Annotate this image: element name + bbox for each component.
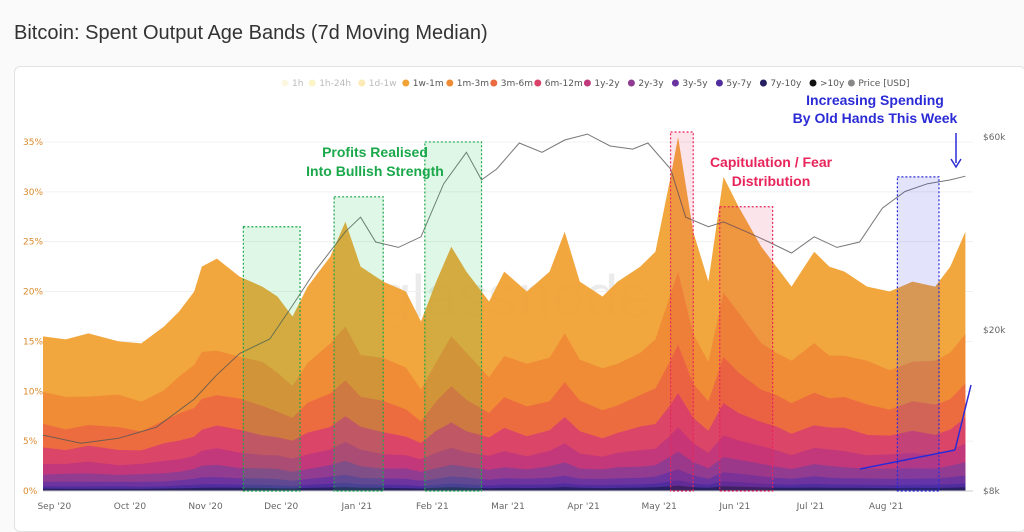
chart-card: glassnode0%5%10%15%20%25%30%35%$8k$20k$6…: [14, 66, 1024, 532]
highlight-box-green: [333, 196, 384, 492]
x-tick-label: Oct '20: [114, 502, 147, 512]
legend-swatch[interactable]: [490, 79, 498, 87]
legend-swatch[interactable]: [627, 79, 635, 87]
highlight-box-red: [719, 206, 774, 492]
x-tick-label: Feb '21: [416, 502, 449, 512]
annotation-red: Capitulation / Fear: [710, 154, 833, 170]
highlight-box-blue: [896, 176, 940, 492]
x-tick-label: May '21: [642, 502, 677, 512]
legend-swatch[interactable]: [715, 79, 723, 87]
legend-item[interactable]: 1h-24h: [319, 79, 351, 89]
legend-swatch[interactable]: [759, 79, 767, 87]
page-title: Bitcoin: Spent Output Age Bands (7d Movi…: [14, 22, 488, 44]
y-tick-label: 15%: [23, 337, 43, 347]
legend-swatch[interactable]: [534, 79, 542, 87]
highlight-box-green: [242, 226, 301, 492]
legend-swatch[interactable]: [446, 79, 454, 87]
arrow-blue-rise: [859, 449, 956, 470]
y-tick-label: 10%: [23, 387, 43, 397]
y-tick-label: 0%: [23, 487, 38, 497]
y-tick-label: 25%: [23, 238, 43, 248]
legend-item[interactable]: 1h: [292, 79, 303, 89]
y2-tick-label: $20k: [983, 326, 1006, 336]
legend-item[interactable]: 3y-5y: [682, 79, 708, 89]
chart-svg: glassnode0%5%10%15%20%25%30%35%$8k$20k$6…: [23, 79, 1006, 512]
legend-item[interactable]: 1d-1w: [369, 79, 397, 89]
x-tick-label: Aug '21: [869, 502, 903, 512]
y-tick-label: 5%: [23, 437, 38, 447]
legend-item[interactable]: 1m-3m: [457, 79, 489, 89]
x-tick-label: Apr '21: [567, 502, 599, 512]
annotation-red: Distribution: [732, 173, 811, 189]
legend-swatch[interactable]: [671, 79, 679, 87]
legend-swatch[interactable]: [281, 79, 289, 87]
y-tick-label: 20%: [23, 288, 43, 298]
legend-item[interactable]: 1w-1m: [413, 79, 444, 89]
x-tick-label: Mar '21: [491, 502, 525, 512]
legend-item[interactable]: Price [USD]: [858, 79, 909, 89]
area-7y-10y: [43, 485, 966, 491]
annotation-blue: By Old Hands This Week: [793, 110, 958, 126]
x-tick-label: Jul '21: [796, 502, 825, 512]
highlight-box-green: [424, 141, 483, 492]
arrow-head: [950, 158, 962, 169]
annotation-green: Into Bullish Strength: [306, 163, 444, 179]
legend-item[interactable]: 7y-10y: [770, 79, 802, 89]
x-tick-label: Jan '21: [340, 502, 372, 512]
legend-swatch[interactable]: [809, 79, 817, 87]
legend-item[interactable]: 2y-3y: [638, 79, 664, 89]
legend-item[interactable]: 6m-12m: [545, 79, 583, 89]
legend-item[interactable]: 1y-2y: [594, 79, 620, 89]
legend-swatch[interactable]: [308, 79, 316, 87]
highlight-box-red: [669, 131, 694, 492]
x-tick-label: Nov '20: [188, 502, 223, 512]
legend-item[interactable]: 5y-7y: [726, 79, 752, 89]
annotation-blue: Increasing Spending: [806, 92, 944, 108]
y-tick-label: 35%: [23, 138, 43, 148]
legend-swatch[interactable]: [402, 79, 410, 87]
legend-item[interactable]: 3m-6m: [501, 79, 533, 89]
annotation-green: Profits Realised: [322, 144, 428, 160]
legend-swatch[interactable]: [358, 79, 366, 87]
y2-tick-label: $60k: [983, 133, 1006, 143]
x-tick-label: Sep '20: [37, 502, 71, 512]
y2-tick-label: $8k: [983, 487, 1000, 497]
y-tick-label: 30%: [23, 188, 43, 198]
legend-item[interactable]: >10y: [820, 79, 845, 89]
x-tick-label: Dec '20: [264, 502, 298, 512]
legend-swatch[interactable]: [847, 79, 855, 87]
arrow-blue-up: [954, 384, 972, 451]
legend-swatch[interactable]: [583, 79, 591, 87]
x-tick-label: Jun '21: [718, 502, 750, 512]
price-line: [42, 133, 966, 444]
